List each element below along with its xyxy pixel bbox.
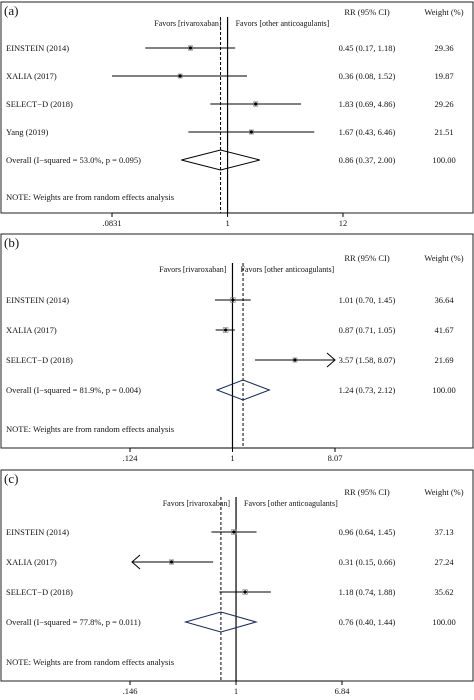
weight-box [169, 559, 174, 565]
weight-value: 41.67 [434, 325, 453, 335]
x-tick-label: .0831 [102, 218, 121, 228]
favors-left-label: Favors [rivaroxaban] [154, 19, 222, 28]
rr-ci-value: 0.36 (0.08, 1.52) [339, 71, 396, 81]
weight-value: 29.26 [434, 99, 453, 109]
favors-left-label: Favors [rivaroxaban] [163, 499, 231, 508]
weight-value: 21.69 [434, 355, 453, 365]
weight-box [242, 589, 248, 595]
point-estimate [232, 530, 236, 534]
rr-ci-value: 1.01 (0.70, 1.45) [339, 295, 396, 305]
point-estimate [293, 358, 297, 362]
rr-ci-value: 0.31 (0.15, 0.66) [339, 557, 396, 567]
panel-label: (a) [4, 3, 18, 18]
panel-label: (b) [4, 235, 19, 250]
overall-label: Overall (I−squared = 53.0%, p = 0.095) [6, 155, 141, 165]
overall-weight-value: 100.00 [432, 385, 455, 395]
column-header-weight: Weight (%) [424, 7, 463, 17]
x-tick-label: 1 [230, 453, 234, 463]
column-header-weight: Weight (%) [424, 253, 463, 263]
point-estimate [249, 130, 253, 134]
overall-rr-ci-value: 0.86 (0.37, 2.00) [339, 155, 396, 165]
overall-weight-value: 100.00 [432, 617, 455, 627]
plot-frame [0, 469, 474, 682]
weight-box [231, 529, 237, 535]
point-estimate [188, 46, 193, 50]
weight-box [249, 129, 254, 135]
weight-value: 37.13 [434, 527, 453, 537]
rr-ci-value: 3.57 (1.58, 8.07) [339, 355, 396, 365]
random-effects-note: NOTE: Weights are from random effects an… [6, 657, 174, 667]
study-name: EINSTEIN (2014) [6, 43, 69, 53]
study-name: EINSTEIN (2014) [6, 527, 69, 537]
weight-box [292, 357, 298, 363]
study-name: EINSTEIN (2014) [6, 295, 69, 305]
study-name: SELECT−D (2018) [6, 355, 73, 365]
overall-diamond [181, 149, 260, 171]
point-estimate [243, 590, 247, 594]
weight-box [230, 297, 236, 303]
study-name: Yang (2019) [6, 127, 49, 137]
x-tick-label: .146 [123, 686, 138, 696]
rr-ci-value: 0.87 (0.71, 1.05) [339, 325, 396, 335]
overall-label: Overall (I−squared = 77.8%, p = 0.011) [6, 617, 141, 627]
x-tick-label: .124 [123, 453, 139, 463]
study-name: XALIA (2017) [6, 557, 57, 567]
rr-ci-value: 1.83 (0.69, 4.86) [339, 99, 396, 109]
study-name: SELECT−D (2018) [6, 99, 73, 109]
forest-plot-a: (a) RR (95% CI) Weight (%) Favors [rivaroxa… [0, 1, 474, 228]
point-estimate [231, 298, 235, 302]
overall-label: Overall (I−squared = 81.9%, p = 0.004) [6, 385, 141, 395]
weight-value: 29.36 [434, 43, 453, 53]
panel-label: (c) [4, 471, 18, 486]
x-tick-label: 1 [225, 218, 229, 228]
column-header-rr: RR (95% CI) [344, 487, 390, 497]
x-tick-label: 12 [339, 218, 348, 228]
study-name: XALIA (2017) [6, 325, 57, 335]
overall-rr-ci-value: 0.76 (0.40, 1.44) [339, 617, 396, 627]
rr-ci-value: 1.18 (0.74, 1.88) [339, 587, 396, 597]
x-tick-label: 1 [234, 686, 238, 696]
overall-diamond [183, 611, 258, 633]
overall-rr-ci-value: 1.24 (0.73, 2.12) [339, 385, 396, 395]
favors-left-label: Favors [rivaroxaban] [159, 265, 227, 274]
weight-box [177, 73, 183, 79]
point-estimate [178, 74, 182, 78]
rr-ci-value: 0.96 (0.64, 1.45) [339, 527, 396, 537]
point-estimate [224, 328, 228, 332]
study-name: SELECT−D (2018) [6, 587, 73, 597]
point-estimate [254, 102, 258, 106]
random-effects-note: NOTE: Weights are from random effects an… [6, 192, 174, 202]
plot-frame [0, 233, 474, 449]
favors-right-label: Favors [other anticoagulants] [236, 19, 330, 28]
weight-box [222, 327, 229, 333]
rr-ci-value: 1.67 (0.43, 6.46) [339, 127, 396, 137]
weight-box [253, 101, 259, 107]
overall-diamond [215, 379, 271, 401]
column-header-rr: RR (95% CI) [344, 7, 390, 17]
x-tick-label: 6.84 [335, 686, 351, 696]
weight-value: 21.51 [434, 127, 453, 137]
study-name: XALIA (2017) [6, 71, 57, 81]
weight-value: 19.87 [434, 71, 453, 81]
point-estimate [169, 560, 174, 564]
forest-plot-b: (b) RR (95% CI) Weight (%) Favors [rivaroxa… [0, 233, 474, 463]
weight-value: 36.64 [434, 295, 454, 305]
ci-arrow-left [131, 554, 141, 570]
rr-ci-value: 0.45 (0.17, 1.18) [339, 43, 396, 53]
forest-plot-c: (c) RR (95% CI) Weight (%) Favors [rivaroxa… [0, 469, 474, 696]
x-tick-label: 8.07 [328, 453, 343, 463]
weight-value: 35.62 [434, 587, 453, 597]
weight-value: 27.24 [434, 557, 454, 567]
column-header-rr: RR (95% CI) [344, 253, 390, 263]
favors-right-label: Favors [other anticoagulants] [244, 499, 338, 508]
overall-weight-value: 100.00 [432, 155, 455, 165]
favors-right-label: Favors [other anticoagulants] [240, 265, 334, 274]
random-effects-note: NOTE: Weights are from random effects an… [6, 424, 174, 434]
ci-arrow-right [326, 352, 336, 368]
weight-box [187, 45, 193, 51]
column-header-weight: Weight (%) [424, 487, 463, 497]
